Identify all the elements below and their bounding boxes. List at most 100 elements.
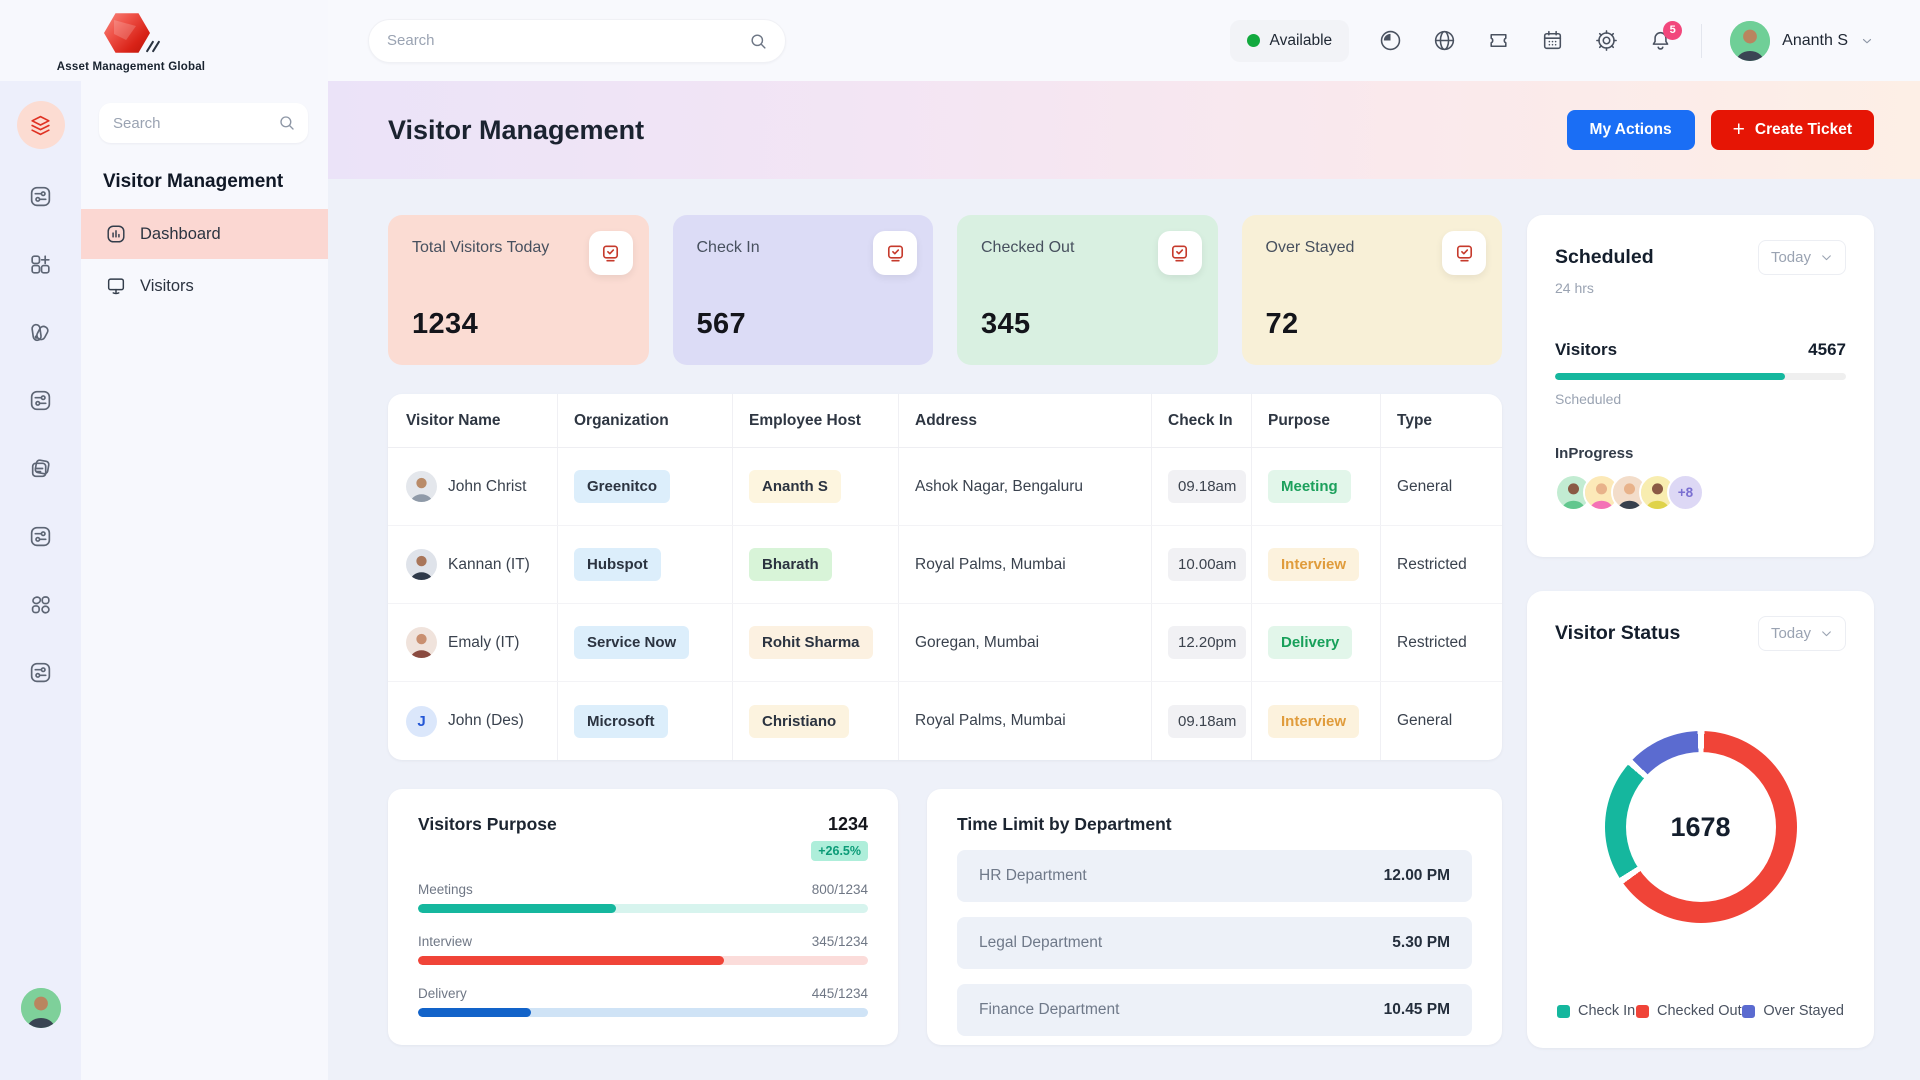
calendar-button[interactable] [1539, 28, 1565, 54]
bar-fill [418, 956, 724, 965]
range-label: Today [1771, 625, 1811, 642]
in-progress-avatars: +8 [1555, 474, 1846, 511]
brand-logo[interactable]: Asset Management Global [0, 0, 262, 81]
department-time: 10.45 PM [1384, 1001, 1450, 1019]
table-row[interactable]: J John (Des) Microsoft Christiano Royal … [388, 682, 1502, 760]
rail-item-settings-2[interactable] [20, 379, 62, 421]
check-in-cell: 10.00am [1151, 526, 1251, 603]
my-actions-button[interactable]: My Actions [1567, 110, 1695, 150]
avatar-overflow-badge[interactable]: +8 [1667, 474, 1704, 511]
table-row[interactable]: John Christ Greenitco Ananth S Ashok Nag… [388, 448, 1502, 526]
stat-value: 72 [1266, 308, 1299, 341]
rail-item-settings-1[interactable] [20, 175, 62, 217]
check-in-time: 09.18am [1168, 470, 1246, 503]
user-menu[interactable]: Ananth S [1730, 21, 1874, 61]
visitor-avatar [406, 627, 437, 658]
language-button[interactable] [1431, 28, 1457, 54]
visitor-name: Kannan (IT) [448, 556, 530, 574]
topbar: Available 5 [328, 0, 1920, 81]
rail-user-avatar[interactable] [21, 988, 61, 1028]
create-ticket-button[interactable]: + Create Ticket [1711, 110, 1874, 150]
rail-item-shapes[interactable] [20, 583, 62, 625]
stat-card-total-visitors: Total Visitors Today 1234 [388, 215, 649, 365]
organization-pill: Hubspot [574, 548, 661, 581]
visitor-avatar-initial: J [406, 706, 437, 737]
donut-center-value: 1678 [1605, 731, 1797, 923]
column-header: Employee Host [732, 394, 898, 447]
user-avatar [1730, 21, 1770, 61]
my-actions-label: My Actions [1590, 121, 1672, 139]
check-in-time: 10.00am [1168, 548, 1246, 581]
stat-value: 345 [981, 308, 1031, 341]
rail-item-design[interactable] [20, 311, 62, 353]
scheduled-range-select[interactable]: Today [1758, 240, 1846, 275]
rail-item-add-widget[interactable] [20, 243, 62, 285]
bar-track [418, 956, 868, 965]
address-cell: Royal Palms, Mumbai [898, 526, 1151, 603]
plus-icon: + [1733, 119, 1745, 140]
tickets-button[interactable] [1485, 28, 1511, 54]
purpose-cell: Interview [1251, 682, 1380, 760]
progress-caption: Scheduled [1555, 391, 1846, 407]
content: Total Visitors Today 1234 Check In 567 C… [328, 179, 1920, 1080]
shapes-icon [28, 592, 53, 617]
chevron-down-icon [1860, 34, 1874, 48]
organization-pill: Greenitco [574, 470, 670, 503]
visitor-avatar [406, 549, 437, 580]
rail-item-layers[interactable] [17, 101, 65, 149]
rail-item-settings-3[interactable] [20, 515, 62, 557]
organization-pill: Microsoft [574, 705, 668, 738]
monitor-icon [105, 275, 127, 297]
scheduled-card: Scheduled Today 24 hrs Visitors 4567 [1527, 215, 1874, 557]
column-header: Purpose [1251, 394, 1380, 447]
table-header-row: Visitor Name Organization Employee Host … [388, 394, 1502, 448]
visitor-name-cell: J John (Des) [388, 682, 557, 760]
sliders-icon [28, 184, 53, 209]
purpose-bar-interview: Interview 345/1234 [418, 934, 868, 965]
stats-row: Total Visitors Today 1234 Check In 567 C… [388, 215, 1502, 365]
department-label: HR Department [979, 867, 1087, 885]
stat-card-over-stayed: Over Stayed 72 [1242, 215, 1503, 365]
check-in-cell: 09.18am [1151, 682, 1251, 760]
page-title: Visitor Management [388, 115, 644, 146]
ticket-icon [1486, 28, 1511, 53]
legend-item-check-in: Check In [1557, 1003, 1635, 1019]
column-header: Organization [557, 394, 732, 447]
rail-item-settings-4[interactable] [20, 651, 62, 693]
availability-dot [1247, 34, 1260, 47]
visitor-status-range-select[interactable]: Today [1758, 616, 1846, 651]
bar-value: 800/1234 [812, 882, 868, 897]
sliders-icon [28, 524, 53, 549]
time-limit-title: Time Limit by Department [957, 814, 1472, 835]
sidebar-item-label: Visitors [140, 277, 194, 296]
legend-item-checked-out: Checked Out [1636, 1003, 1742, 1019]
stat-value: 1234 [412, 308, 478, 341]
settings-button[interactable] [1593, 28, 1619, 54]
table-row[interactable]: Emaly (IT) Service Now Rohit Sharma Gore… [388, 604, 1502, 682]
monitor-check-icon [873, 231, 917, 275]
rail-item-chat[interactable] [20, 447, 62, 489]
theme-toggle-button[interactable] [1377, 28, 1403, 54]
stat-value: 567 [697, 308, 747, 341]
column-header: Visitor Name [388, 394, 557, 447]
notifications-button[interactable]: 5 [1647, 28, 1673, 54]
legend-swatch [1636, 1005, 1649, 1018]
sidebar-item-dashboard[interactable]: Dashboard [81, 209, 328, 259]
availability-label: Available [1270, 32, 1333, 50]
topbar-search-input[interactable] [368, 19, 786, 63]
time-limit-row: HR Department 12.00 PM [957, 850, 1472, 902]
department-label: Finance Department [979, 1001, 1119, 1019]
brand-hexagon-icon [104, 12, 158, 56]
type-cell: Restricted [1380, 526, 1502, 603]
sidebar-item-visitors[interactable]: Visitors [81, 261, 328, 311]
column-header: Type [1380, 394, 1502, 447]
availability-selector[interactable]: Available [1230, 20, 1350, 62]
create-ticket-label: Create Ticket [1755, 121, 1852, 139]
gear-icon [1594, 28, 1619, 53]
sliders-icon [28, 388, 53, 413]
table-row[interactable]: Kannan (IT) Hubspot Bharath Royal Palms,… [388, 526, 1502, 604]
header-actions: My Actions + Create Ticket [1567, 110, 1874, 150]
legend-label: Check In [1578, 1003, 1635, 1019]
sidebar-search-input[interactable] [99, 103, 308, 143]
purpose-cell: Delivery [1251, 604, 1380, 681]
